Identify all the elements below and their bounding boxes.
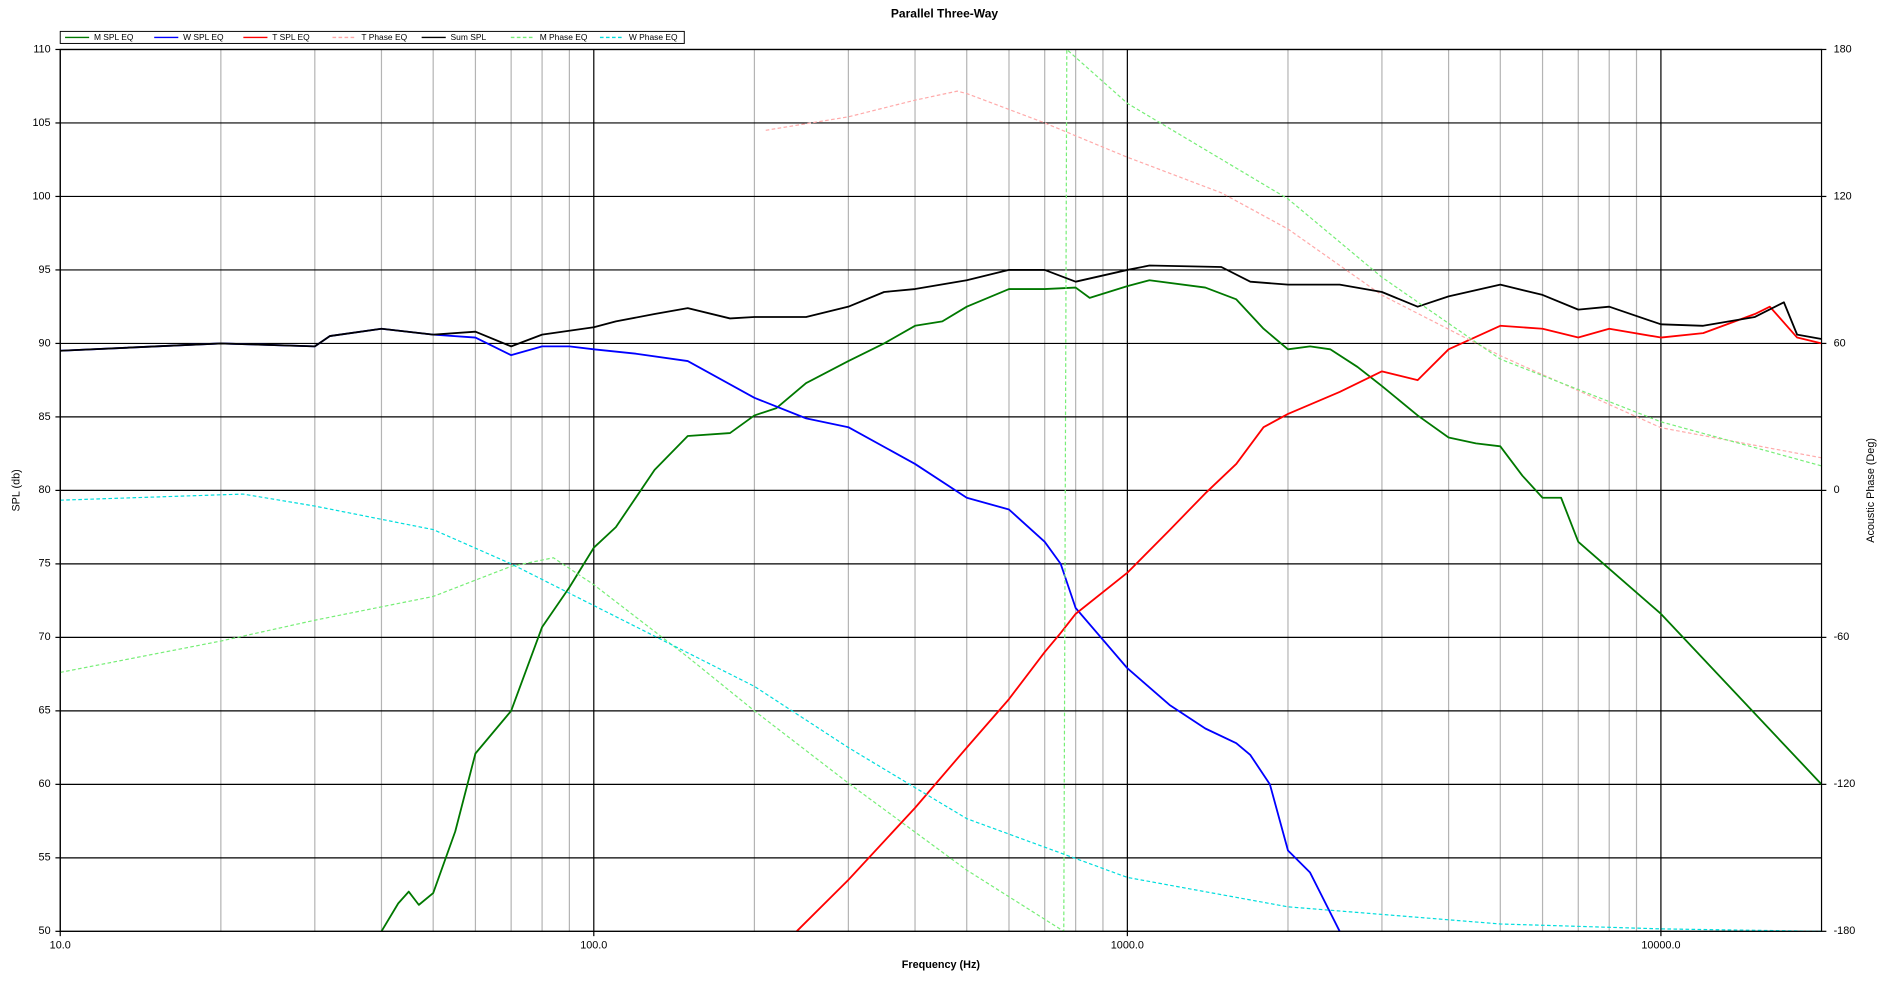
series-line (765, 90, 1822, 459)
legend-label: T SPL EQ (272, 32, 310, 42)
y2-tick-label: -120 (1834, 778, 1856, 790)
chart-title: Parallel Three-Way (891, 7, 999, 21)
y-tick-label: 75 (39, 558, 51, 570)
grid: 10.0 100.0 1000.0 10000.0 50 55 60 65 70 75 80 85 90… (33, 43, 1856, 951)
legend: M SPL EQ W SPL EQ T SPL EQ T Phase EQ Sum SP… (59, 30, 685, 44)
legend-label: W Phase EQ (629, 32, 678, 42)
y-tick-label: 70 (39, 631, 51, 643)
series-line (60, 493, 1822, 932)
y-tick-label: 60 (39, 778, 51, 790)
legend-label: Sum SPL (451, 32, 487, 42)
y2-tick-label: -60 (1834, 631, 1850, 643)
y2-tick-label: 120 (1834, 190, 1852, 202)
x-tick-label: 100.0 (580, 940, 607, 952)
x-axis-label: Frequency (Hz) (902, 959, 981, 971)
y-tick-label: 100 (33, 190, 51, 202)
y-tick-label: 80 (39, 484, 51, 496)
plot-border (59, 48, 1823, 932)
series-line (796, 305, 1822, 932)
y-axis-label: SPL (db) (11, 469, 23, 511)
y-tick-label: 85 (39, 411, 51, 423)
y-tick-label: 95 (39, 264, 51, 276)
y2-tick-label: 0 (1834, 484, 1840, 496)
legend-label: M Phase EQ (540, 32, 588, 42)
legend-label: T Phase EQ (361, 32, 407, 42)
legend-box (59, 30, 685, 44)
y2-tick-label: -180 (1834, 925, 1856, 937)
y-tick-label: 110 (33, 43, 50, 55)
x-tick-label: 1000.0 (1111, 940, 1144, 952)
y2-tick-label: 180 (1834, 43, 1852, 55)
y-tick-label: 65 (39, 705, 51, 717)
y-tick-label: 50 (39, 925, 51, 937)
x-tick-label: 10000.0 (1641, 940, 1680, 952)
y2-axis-label: Acoustic Phase (Deg) (1865, 438, 1877, 543)
series-line (60, 48, 1822, 932)
y-tick-label: 55 (39, 852, 51, 864)
legend-label: W SPL EQ (183, 32, 224, 42)
y2-tick-label: 60 (1834, 337, 1846, 349)
series-line (60, 264, 1822, 352)
series-line (380, 279, 1823, 932)
x-tick-label: 10.0 (50, 940, 71, 952)
y-tick-label: 90 (39, 337, 51, 349)
plot-lines (60, 48, 1823, 932)
y-tick-label: 105 (33, 117, 51, 129)
legend-label: M SPL EQ (94, 32, 134, 42)
